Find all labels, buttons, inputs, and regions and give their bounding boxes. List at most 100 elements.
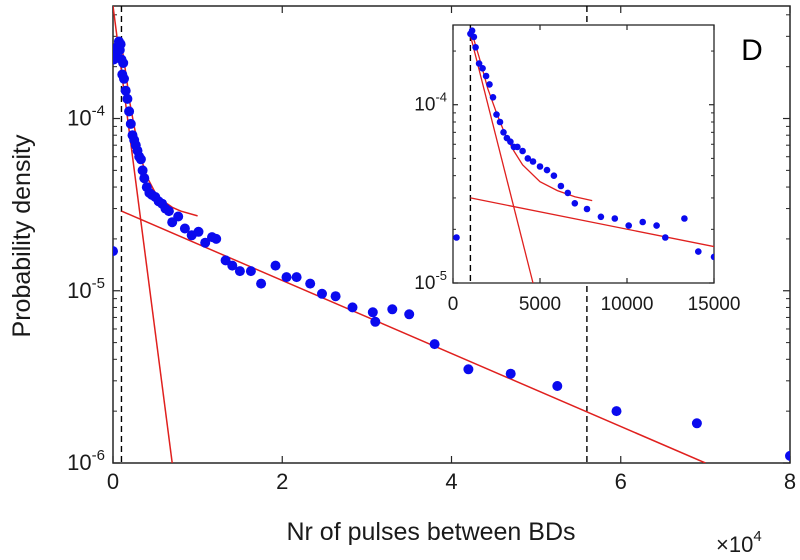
main-y-tick-label: 10-6 xyxy=(67,447,105,475)
inset-x-tick-label: 10000 xyxy=(601,294,654,315)
inset-y-tick-base: 10 xyxy=(414,273,435,294)
y-axis-label: Probability density xyxy=(8,134,36,337)
main-data-point xyxy=(115,39,126,50)
inset-fast-component-fit-line xyxy=(469,35,534,283)
x-multiplier-label: ×104 xyxy=(716,528,762,557)
inset-background xyxy=(453,25,714,283)
main-data-point xyxy=(245,266,256,277)
inset-data-point xyxy=(695,248,702,255)
main-data-point xyxy=(124,106,135,117)
main-data-point xyxy=(429,339,440,350)
main-data-point xyxy=(125,118,136,129)
inset-data-point xyxy=(496,118,504,126)
main-data-point xyxy=(347,302,358,313)
inset-data-point xyxy=(453,234,460,241)
inset-data-point xyxy=(482,72,490,80)
inset-data-point xyxy=(543,166,551,174)
main-data-point xyxy=(139,173,150,184)
inset-y-tick-base: 10 xyxy=(414,95,435,116)
inset-slow-component-fit-line xyxy=(470,197,714,248)
inset-x-tick-label: 15000 xyxy=(688,294,741,315)
main-sum-fit-fit-line xyxy=(120,44,198,217)
main-data-point xyxy=(256,278,267,289)
main-data-point xyxy=(227,260,238,271)
x-multiplier-exponent: 4 xyxy=(753,528,761,545)
inset-data-point xyxy=(479,65,486,72)
inset-data-point xyxy=(489,94,497,101)
main-x-tick-label: 8 xyxy=(784,469,796,494)
main-data-point xyxy=(234,266,245,277)
inset-data-point xyxy=(519,147,526,155)
main-data-point xyxy=(691,418,702,429)
main-data-point xyxy=(211,233,222,244)
main-data-point xyxy=(120,85,131,96)
main-y-tick-exponent: -4 xyxy=(92,103,105,120)
inset-data-point xyxy=(564,189,572,197)
main-x-tick-label: 2 xyxy=(276,469,288,494)
inset-data-point xyxy=(653,222,660,229)
main-data-point xyxy=(113,246,118,257)
main-data-point xyxy=(404,309,415,320)
inset-data-point xyxy=(500,129,507,136)
inset-y-tick-exponent: -4 xyxy=(435,90,447,105)
inset-data-point xyxy=(550,172,558,179)
inset-data-point xyxy=(625,222,632,229)
inset-data-point xyxy=(681,215,688,222)
main-data-point xyxy=(330,291,341,302)
main-y-tick-base: 10 xyxy=(67,450,91,475)
main-data-point xyxy=(552,381,563,391)
main-slow-component-fit-line xyxy=(121,210,706,463)
inset-data-point xyxy=(639,218,646,226)
x-axis-label: Nr of pulses between BDs xyxy=(286,518,575,546)
inset-data-group xyxy=(453,27,714,283)
main-data-point xyxy=(370,316,381,327)
main-data-point xyxy=(193,226,204,237)
main-data-point xyxy=(505,368,516,379)
main-data-point xyxy=(119,73,129,84)
main-y-tick-label: 10-5 xyxy=(67,275,105,303)
inset-data-point xyxy=(583,205,591,213)
inset-data-point xyxy=(710,253,714,261)
main-data-point xyxy=(200,237,211,248)
main-y-tick-exponent: -6 xyxy=(92,447,105,464)
inset-data-point xyxy=(597,213,605,221)
main-data-point xyxy=(270,260,281,271)
inset-data-point xyxy=(475,60,483,67)
inset-data-point xyxy=(529,158,537,165)
inset-y-tick-label: 10-5 xyxy=(414,268,447,294)
main-data-point xyxy=(281,272,292,283)
main-data-point xyxy=(163,206,174,217)
main-x-tick-label: 6 xyxy=(615,469,627,494)
inset-y-tick-exponent: -5 xyxy=(435,268,447,283)
inset-data-point xyxy=(468,27,476,34)
main-y-tick-exponent: -5 xyxy=(92,275,105,292)
main-data-point xyxy=(785,450,790,461)
main-data-point xyxy=(118,58,129,68)
inset-data-point xyxy=(486,81,493,88)
main-y-tick-base: 10 xyxy=(67,106,91,131)
main-data-point xyxy=(367,307,378,318)
main-data-point xyxy=(137,165,148,176)
main-data-point xyxy=(122,93,133,104)
main-x-tick-label: 0 xyxy=(107,469,119,494)
inset-data-point xyxy=(507,138,514,145)
main-data-point xyxy=(173,211,184,222)
inset-x-tick-label: 5000 xyxy=(519,294,561,315)
main-data-point xyxy=(179,223,190,234)
main-data-point xyxy=(291,272,302,283)
main-data-group xyxy=(113,6,790,463)
inset-data-point xyxy=(514,143,521,151)
inset-data-point xyxy=(536,163,544,170)
inset-data-point xyxy=(524,155,532,162)
main-data-point xyxy=(317,288,327,299)
main-data-point xyxy=(387,304,398,315)
main-plot-area: 0 2 4 6 810-610-510-4 xyxy=(67,6,796,494)
main-data-point xyxy=(611,406,622,417)
inset-y-tick-label: 10-4 xyxy=(414,90,447,116)
main-data-point xyxy=(305,278,316,289)
inset-data-point xyxy=(571,200,579,207)
main-y-tick-label: 10-4 xyxy=(67,103,105,131)
inset-data-point xyxy=(611,215,619,222)
